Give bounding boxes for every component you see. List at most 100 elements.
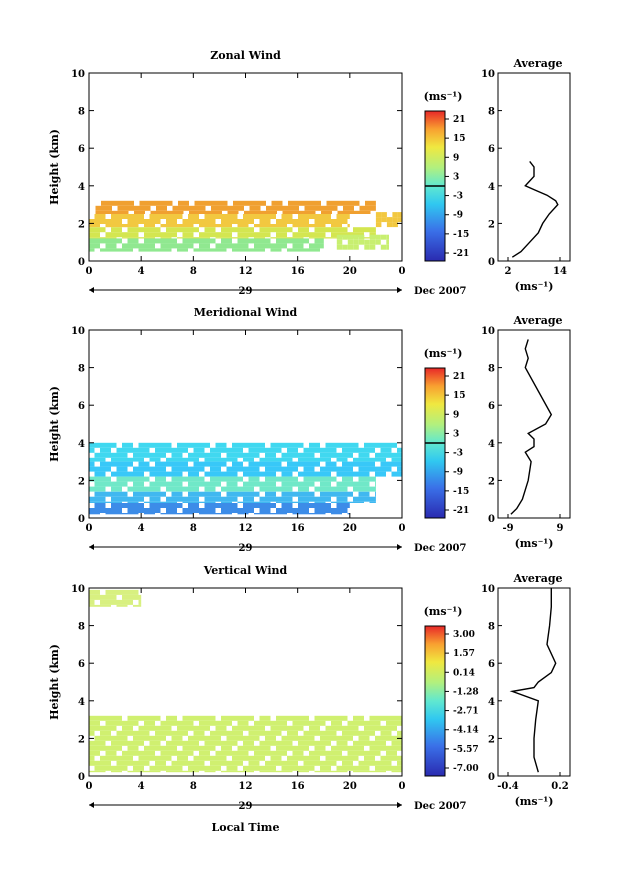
heatmap-cell [122,471,128,477]
heatmap-cell [149,442,155,448]
heatmap-cell [304,200,310,206]
heatmap-cell [193,481,199,487]
heatmap-cell [358,481,364,487]
heatmap-cell [397,770,402,773]
heatmap-cell [133,594,139,600]
heatmap-cell [166,755,172,761]
heatmap-cell [342,770,348,773]
heatmap-cell [111,481,117,487]
heatmap-cell [303,452,309,458]
heatmap-cell [343,210,349,214]
heatmap-cell [171,715,177,721]
heatmap-cell [298,496,304,502]
heatmap-cell [89,461,95,467]
x-tick-label: 12 [239,781,253,792]
heatmap-cell [111,765,117,771]
heatmap-cell [303,765,309,771]
heatmap-cell [375,715,381,721]
colorbar-tick-label: -9 [453,468,463,478]
heatmap-cell [94,508,100,513]
heatmap-cell [265,496,271,502]
heatmap-cell [254,725,260,731]
heatmap-cell [248,232,254,238]
heatmap-cell [188,725,194,731]
heatmap-cell [314,476,320,482]
heatmap-cell [177,755,183,761]
colorbar-tick-label: -2.71 [453,707,479,717]
heatmap-cell [248,725,254,731]
heatmap-cell [331,770,337,773]
heatmap-cell [303,508,309,513]
heatmap-cell [276,508,282,513]
heatmap-cell [138,219,144,224]
heatmap-cell [397,755,402,761]
heatmap-cell [347,760,353,766]
heatmap-cell [281,471,287,477]
heatmap-cell [364,765,370,771]
heatmap-cell [369,745,375,751]
heatmap-cell [237,219,243,224]
heatmap-cell [237,447,243,453]
heatmap-cell [226,243,232,249]
heatmap-cell [122,604,128,607]
heatmap-cell [281,237,287,239]
panel-title: Zonal Wind [210,49,281,62]
heatmap-cell [149,243,155,249]
heatmap-cell [226,730,232,736]
heatmap-cell [325,503,331,508]
heatmap-cell [188,720,194,726]
heatmap-cell [375,491,376,497]
heatmap-cell [138,442,144,448]
heatmap-cell [259,227,265,233]
heatmap-cell [127,720,133,726]
heatmap-cell [358,735,364,741]
heatmap-cell [347,720,353,726]
heatmap-cell [325,442,331,448]
heatmap-cell [89,442,95,448]
heatmap-cell [194,205,200,211]
heatmap-cell [160,503,166,508]
heatmap-cell [122,740,128,746]
heatmap-cell [255,210,261,214]
heatmap-cell [281,491,287,497]
heatmap-cell [237,442,243,448]
heatmap-cell [248,248,254,252]
heatmap-cell [94,740,100,746]
heatmap-cell [166,740,172,746]
heatmap-cell [232,243,238,249]
heatmap-cell [298,745,304,751]
heatmap-cell [116,770,122,773]
heatmap-cell [309,232,315,238]
heatmap-cell [331,501,337,503]
heatmap-cell [259,745,265,751]
heatmap-cell [199,219,205,224]
heatmap-cell [320,238,324,244]
heatmap-cell [188,765,194,771]
heatmap-cell [182,496,188,502]
heatmap-cell [177,224,183,228]
heatmap-cell [232,466,238,472]
heatmap-cell [380,461,386,467]
heatmap-cell [358,461,364,467]
heatmap-cell [182,219,188,224]
heatmap-cell [375,760,381,766]
heatmap-cell [320,745,326,751]
heatmap-cell [89,755,95,761]
heatmap-cell [156,205,162,211]
heatmap-cell [320,224,326,228]
heatmap-cell [127,740,133,746]
heatmap-cell [232,481,238,487]
heatmap-cell [171,720,177,726]
heatmap-cell [342,481,348,487]
heatmap-cell [127,238,133,244]
heatmap-cell [248,755,254,761]
heatmap-cell [133,720,139,726]
heatmap-cell [364,227,370,233]
heatmap-cell [204,770,210,773]
heatmap-cell [226,219,232,224]
heatmap-cell [320,760,326,766]
heatmap-cell [105,447,111,453]
heatmap-cell [265,508,271,513]
heatmap-cell [89,770,95,773]
heatmap-cell [122,481,128,487]
